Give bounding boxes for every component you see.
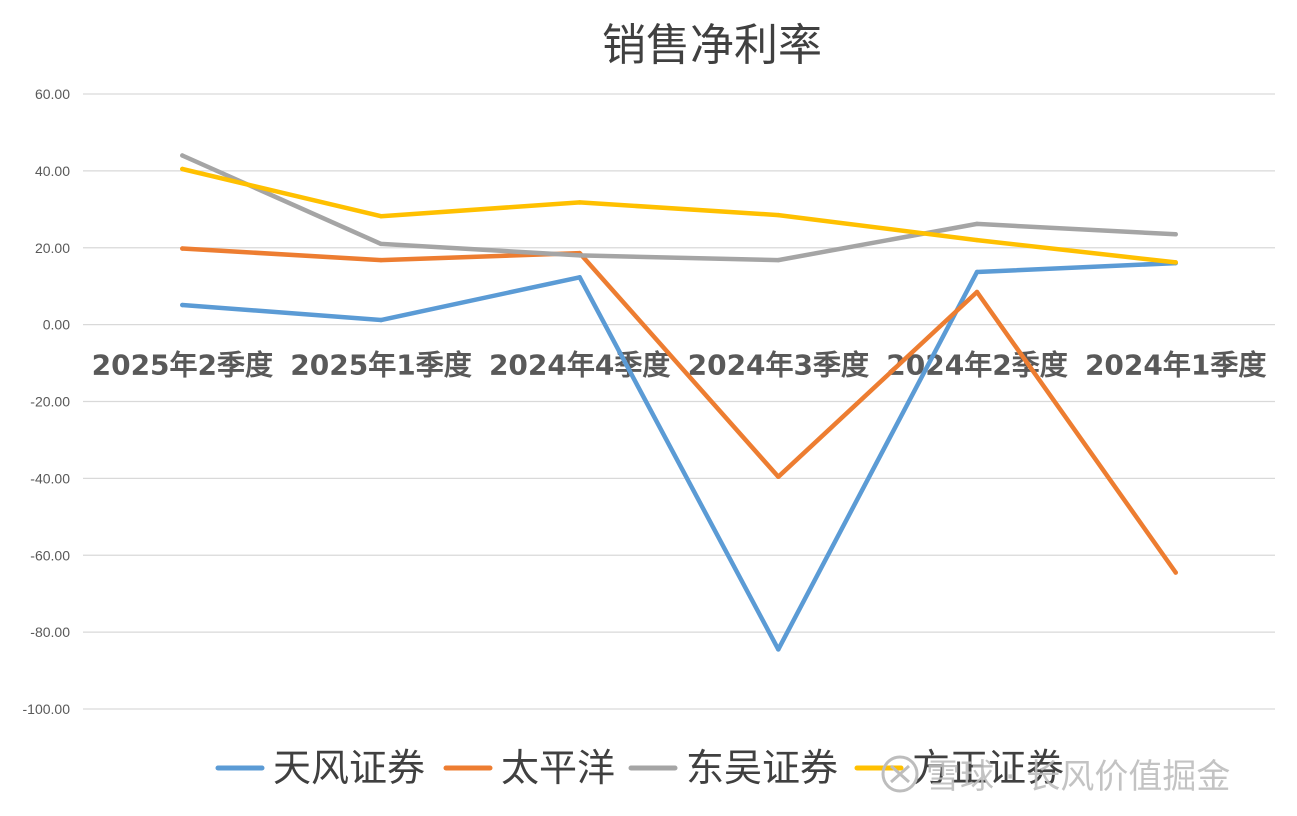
series-line-4 [180, 166, 1178, 265]
y-tick-label: 20.00 [35, 240, 70, 256]
data-point [776, 647, 781, 652]
x-tick-label: 2025年2季度 [92, 349, 273, 382]
y-tick-label: -20.00 [30, 394, 70, 410]
data-point [577, 253, 582, 258]
y-tick-label: 60.00 [35, 86, 70, 102]
series-lines [180, 153, 1178, 652]
legend-label: 东吴证券 [686, 746, 838, 790]
data-point [180, 302, 185, 308]
data-point [180, 153, 185, 158]
data-point [776, 257, 781, 263]
x-tick-label: 2025年1季度 [290, 349, 471, 382]
data-point [974, 269, 980, 275]
data-point [776, 474, 781, 480]
legend-label: 方正证券 [912, 746, 1064, 790]
data-point [180, 166, 185, 172]
y-tick-label: 0.00 [43, 317, 70, 333]
data-point [180, 246, 185, 251]
legend-label: 天风证券 [273, 746, 425, 790]
data-point [1173, 570, 1178, 575]
watermark: 雪球 · 长风价值掘金 [881, 755, 1230, 797]
legend: 天风证券 太平洋 东吴证券 方正证券 [215, 746, 1064, 790]
data-point [974, 289, 980, 295]
legend-label: 太平洋 [501, 746, 615, 790]
series-line-3 [180, 153, 1178, 263]
data-point [974, 221, 980, 227]
data-point [776, 212, 781, 218]
data-point [378, 214, 384, 219]
data-point [577, 200, 582, 205]
chart-title: 销售净利率 [602, 20, 822, 71]
x-tick-label: 2024年4季度 [489, 349, 670, 382]
data-point [974, 237, 980, 243]
series-line-1 [180, 260, 1178, 652]
watermark-text: 雪球 · 长风价值掘金 [926, 757, 1230, 797]
x-tick-label: 2024年3季度 [688, 349, 869, 382]
series-line-2 [180, 246, 1178, 575]
data-point [1173, 232, 1178, 237]
data-point [378, 257, 384, 263]
data-point [577, 275, 582, 280]
y-tick-label: -100.00 [23, 701, 71, 717]
y-tick-label: -80.00 [30, 624, 70, 640]
data-point [378, 317, 384, 323]
y-tick-label: 40.00 [35, 163, 70, 179]
y-tick-label: -40.00 [30, 470, 70, 486]
xueqiu-logo-icon [881, 755, 919, 793]
data-point [378, 241, 384, 247]
y-axis-ticks: 60.00 40.00 20.00 0.00 -20.00 -40.00 -60.00 -80… [23, 86, 71, 717]
data-point [1173, 260, 1178, 265]
x-axis-ticks: 2025年2季度 2025年1季度 2024年4季度 2024年3季度 2024年2季度… [92, 349, 1267, 382]
x-tick-label: 2024年1季度 [1085, 349, 1266, 382]
gridlines [83, 93, 1275, 710]
y-tick-label: -60.00 [30, 547, 70, 563]
